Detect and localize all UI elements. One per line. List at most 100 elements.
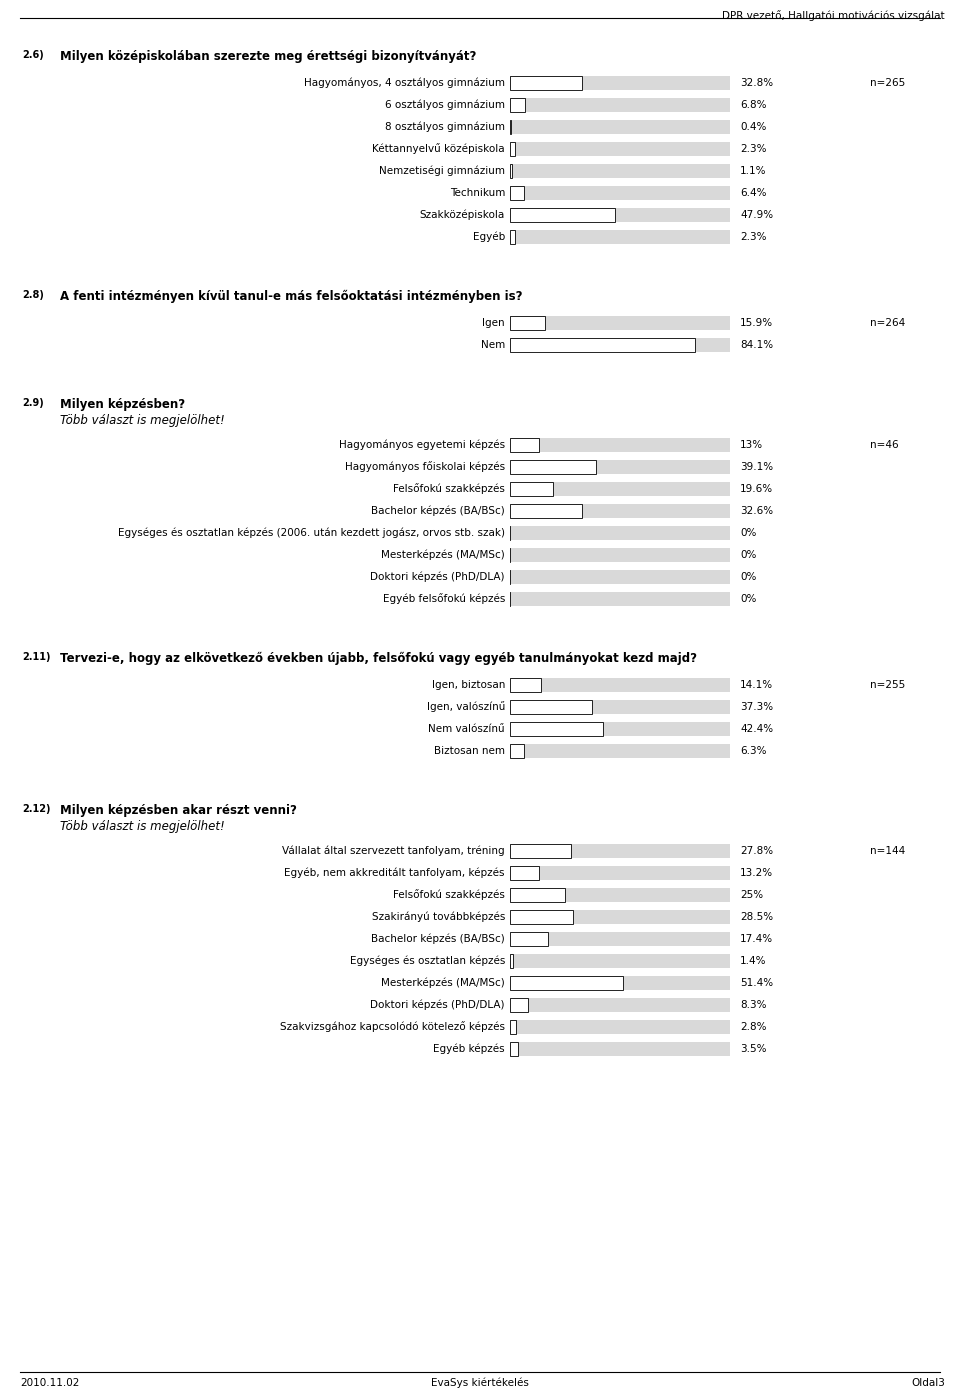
Text: Biztosan nem: Biztosan nem — [434, 746, 505, 756]
Bar — [510, 483, 553, 497]
Text: 32.8%: 32.8% — [740, 78, 773, 88]
Text: EvaSys kiértékelés: EvaSys kiértékelés — [431, 1378, 529, 1388]
Text: 1.1%: 1.1% — [740, 166, 766, 176]
Text: Doktori képzés (PhD/DLA): Doktori képzés (PhD/DLA) — [371, 1000, 505, 1010]
Text: 19.6%: 19.6% — [740, 484, 773, 494]
Bar — [510, 866, 540, 880]
Bar — [510, 142, 730, 156]
Bar — [510, 1020, 730, 1034]
Bar — [510, 460, 596, 474]
Text: 3.5%: 3.5% — [740, 1043, 766, 1055]
Bar — [510, 75, 582, 91]
Text: 2.8): 2.8) — [22, 290, 44, 300]
Text: Igen: Igen — [482, 318, 505, 328]
Text: Felsőfokú szakképzés: Felsőfokú szakképzés — [394, 890, 505, 901]
Text: 32.6%: 32.6% — [740, 506, 773, 516]
Text: Igen, biztosan: Igen, biztosan — [432, 679, 505, 691]
Bar — [510, 591, 730, 605]
Bar — [510, 230, 730, 244]
Bar — [510, 723, 730, 737]
Bar — [510, 571, 730, 585]
Text: n=255: n=255 — [870, 679, 905, 691]
Bar — [510, 744, 524, 757]
Text: Egységes és osztatlan képzés: Egységes és osztatlan képzés — [349, 956, 505, 967]
Bar — [510, 548, 730, 562]
Text: Egyéb, nem akkreditált tanfolyam, képzés: Egyéb, nem akkreditált tanfolyam, képzés — [284, 868, 505, 879]
Bar — [510, 460, 730, 474]
Text: 0%: 0% — [740, 550, 756, 559]
Text: Hagyományos, 4 osztályos gimnázium: Hagyományos, 4 osztályos gimnázium — [304, 78, 505, 88]
Bar — [510, 165, 513, 179]
Text: 8.3%: 8.3% — [740, 1000, 766, 1010]
Text: 6.3%: 6.3% — [740, 746, 766, 756]
Text: n=144: n=144 — [870, 845, 905, 857]
Text: 6.8%: 6.8% — [740, 100, 766, 110]
Bar — [510, 844, 571, 858]
Text: Milyen képzésben akar részt venni?: Milyen képzésben akar részt venni? — [60, 804, 297, 817]
Text: Egyéb felsőfokú képzés: Egyéb felsőfokú képzés — [383, 593, 505, 604]
Text: 2.11): 2.11) — [22, 651, 51, 663]
Bar — [510, 483, 730, 497]
Text: 51.4%: 51.4% — [740, 978, 773, 988]
Text: 37.3%: 37.3% — [740, 702, 773, 711]
Text: Tervezi-e, hogy az elkövetkező években újabb, felsőfokú vagy egyéb tanulmányokat: Tervezi-e, hogy az elkövetkező években ú… — [60, 651, 697, 665]
Bar — [510, 317, 730, 331]
Bar — [510, 208, 730, 222]
Text: Igen, valószínű: Igen, valószínű — [426, 702, 505, 713]
Bar — [510, 317, 545, 331]
Text: Mesterképzés (MA/MSc): Mesterképzés (MA/MSc) — [381, 550, 505, 561]
Text: DPR vezető, Hallgatói motivációs vizsgálat: DPR vezető, Hallgatói motivációs vizsgál… — [722, 10, 945, 21]
Bar — [510, 723, 603, 737]
Text: 2.9): 2.9) — [22, 398, 44, 407]
Bar — [510, 142, 516, 156]
Text: Egységes és osztatlan képzés (2006. után kezdett jogász, orvos stb. szak): Egységes és osztatlan képzés (2006. után… — [118, 527, 505, 538]
Bar — [510, 98, 730, 112]
Bar — [510, 230, 516, 244]
Text: 0%: 0% — [740, 527, 756, 538]
Text: Vállalat által szervezett tanfolyam, tréning: Vállalat által szervezett tanfolyam, tré… — [282, 845, 505, 857]
Bar — [510, 338, 695, 352]
Text: Milyen középiskolában szerezte meg érettségi bizonyítványát?: Milyen középiskolában szerezte meg érett… — [60, 50, 476, 63]
Bar — [510, 997, 730, 1011]
Text: 2.3%: 2.3% — [740, 144, 766, 153]
Text: 14.1%: 14.1% — [740, 679, 773, 691]
Text: Több választ is megjelölhet!: Több választ is megjelölhet! — [60, 820, 225, 833]
Bar — [510, 700, 730, 714]
Bar — [510, 438, 730, 452]
Bar — [510, 186, 524, 199]
Text: 47.9%: 47.9% — [740, 211, 773, 220]
Bar — [510, 165, 730, 179]
Text: 2.6): 2.6) — [22, 50, 44, 60]
Bar — [510, 954, 513, 968]
Text: Bachelor képzés (BA/BSc): Bachelor képzés (BA/BSc) — [372, 506, 505, 516]
Text: Nemzetiségi gimnázium: Nemzetiségi gimnázium — [379, 166, 505, 176]
Bar — [510, 889, 730, 903]
Text: 15.9%: 15.9% — [740, 318, 773, 328]
Bar — [510, 678, 541, 692]
Bar — [510, 997, 528, 1011]
Text: Felsőfokú szakképzés: Felsőfokú szakképzés — [394, 484, 505, 494]
Text: 6.4%: 6.4% — [740, 188, 766, 198]
Text: Nem: Nem — [481, 340, 505, 350]
Text: 25%: 25% — [740, 890, 763, 900]
Text: 27.8%: 27.8% — [740, 845, 773, 857]
Text: Hagyományos főiskolai képzés: Hagyományos főiskolai képzés — [345, 462, 505, 473]
Bar — [510, 504, 730, 518]
Text: Szakirányú továbbképzés: Szakirányú továbbképzés — [372, 912, 505, 922]
Text: Nem valószínű: Nem valószínű — [428, 724, 505, 734]
Text: Milyen képzésben?: Milyen képzésben? — [60, 398, 185, 412]
Text: Hagyományos egyetemi képzés: Hagyományos egyetemi képzés — [339, 439, 505, 451]
Text: 2.8%: 2.8% — [740, 1023, 766, 1032]
Text: 42.4%: 42.4% — [740, 724, 773, 734]
Bar — [510, 744, 730, 757]
Bar — [510, 700, 592, 714]
Bar — [510, 338, 730, 352]
Bar — [510, 844, 730, 858]
Text: Szakvizsgához kapcsolódó kötelező képzés: Szakvizsgához kapcsolódó kötelező képzés — [280, 1021, 505, 1032]
Text: 8 osztályos gimnázium: 8 osztályos gimnázium — [385, 121, 505, 133]
Bar — [510, 932, 730, 946]
Bar — [510, 889, 565, 903]
Text: n=265: n=265 — [870, 78, 905, 88]
Bar — [510, 1020, 516, 1034]
Text: 17.4%: 17.4% — [740, 935, 773, 944]
